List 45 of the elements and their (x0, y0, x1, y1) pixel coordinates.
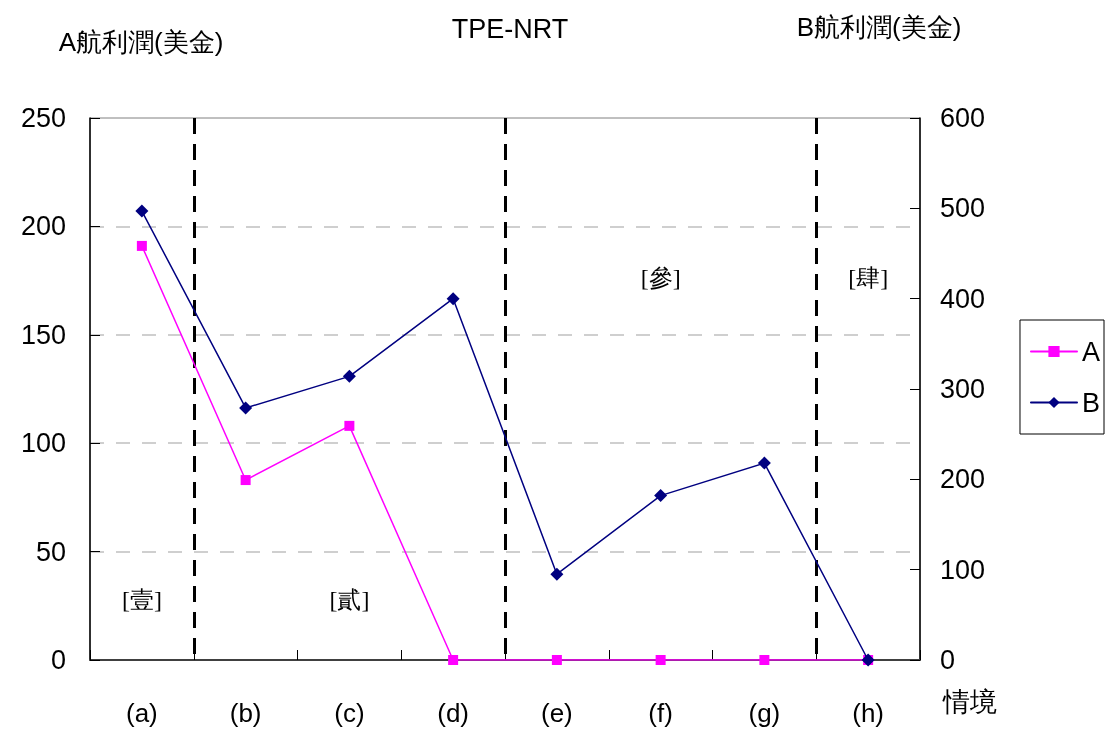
x-tick-label: (a) (125, 698, 158, 728)
point (550, 567, 564, 581)
annotation: [壹] (121, 587, 162, 613)
y-tick-label: 50 (35, 536, 66, 567)
y-tick-label: 150 (20, 319, 66, 350)
x-tick-label: (e) (540, 698, 573, 728)
y-axis-title: A航利潤(美金) (58, 27, 224, 57)
x-tick-label: (g) (748, 698, 781, 728)
point (759, 655, 770, 665)
y-tick-label: 200 (20, 211, 66, 242)
chart-title: TPE-NRT (451, 13, 569, 44)
y2-tick-label: 600 (940, 103, 986, 133)
point (344, 420, 355, 431)
y-tick-label: 250 (20, 103, 66, 133)
annotation: [肆] (848, 265, 889, 291)
y2-tick-label: 500 (940, 193, 986, 224)
x-tick-label: (c) (334, 698, 365, 728)
y2-tick-label: 100 (940, 554, 986, 585)
point (136, 240, 147, 251)
x-axis-title: 情境 (942, 686, 997, 717)
point (446, 292, 460, 306)
point (448, 655, 459, 665)
point (551, 655, 562, 665)
x-tick-label: (f) (648, 698, 673, 728)
point (757, 456, 771, 470)
legend-label: B (1081, 387, 1101, 418)
x-tick-label: (b) (229, 698, 262, 728)
y2-tick-label: 400 (940, 283, 986, 314)
annotation: [參] (640, 265, 681, 291)
y2-tick-label: 0 (940, 645, 956, 675)
x-tick-label: (h) (852, 698, 885, 728)
y2-axis-title: B航利潤(美金) (796, 12, 962, 42)
point (239, 401, 253, 415)
point (240, 475, 251, 486)
legend-label: A (1081, 336, 1101, 367)
point (655, 655, 666, 665)
annotation: [貳] (329, 587, 370, 613)
point (342, 369, 356, 383)
point (135, 204, 149, 218)
x-tick-label: (d) (437, 698, 470, 728)
y-tick-label: 0 (50, 645, 66, 675)
y2-tick-label: 200 (940, 464, 986, 495)
point (654, 489, 668, 503)
y-tick-label: 100 (20, 428, 66, 459)
y2-tick-label: 300 (940, 374, 986, 404)
